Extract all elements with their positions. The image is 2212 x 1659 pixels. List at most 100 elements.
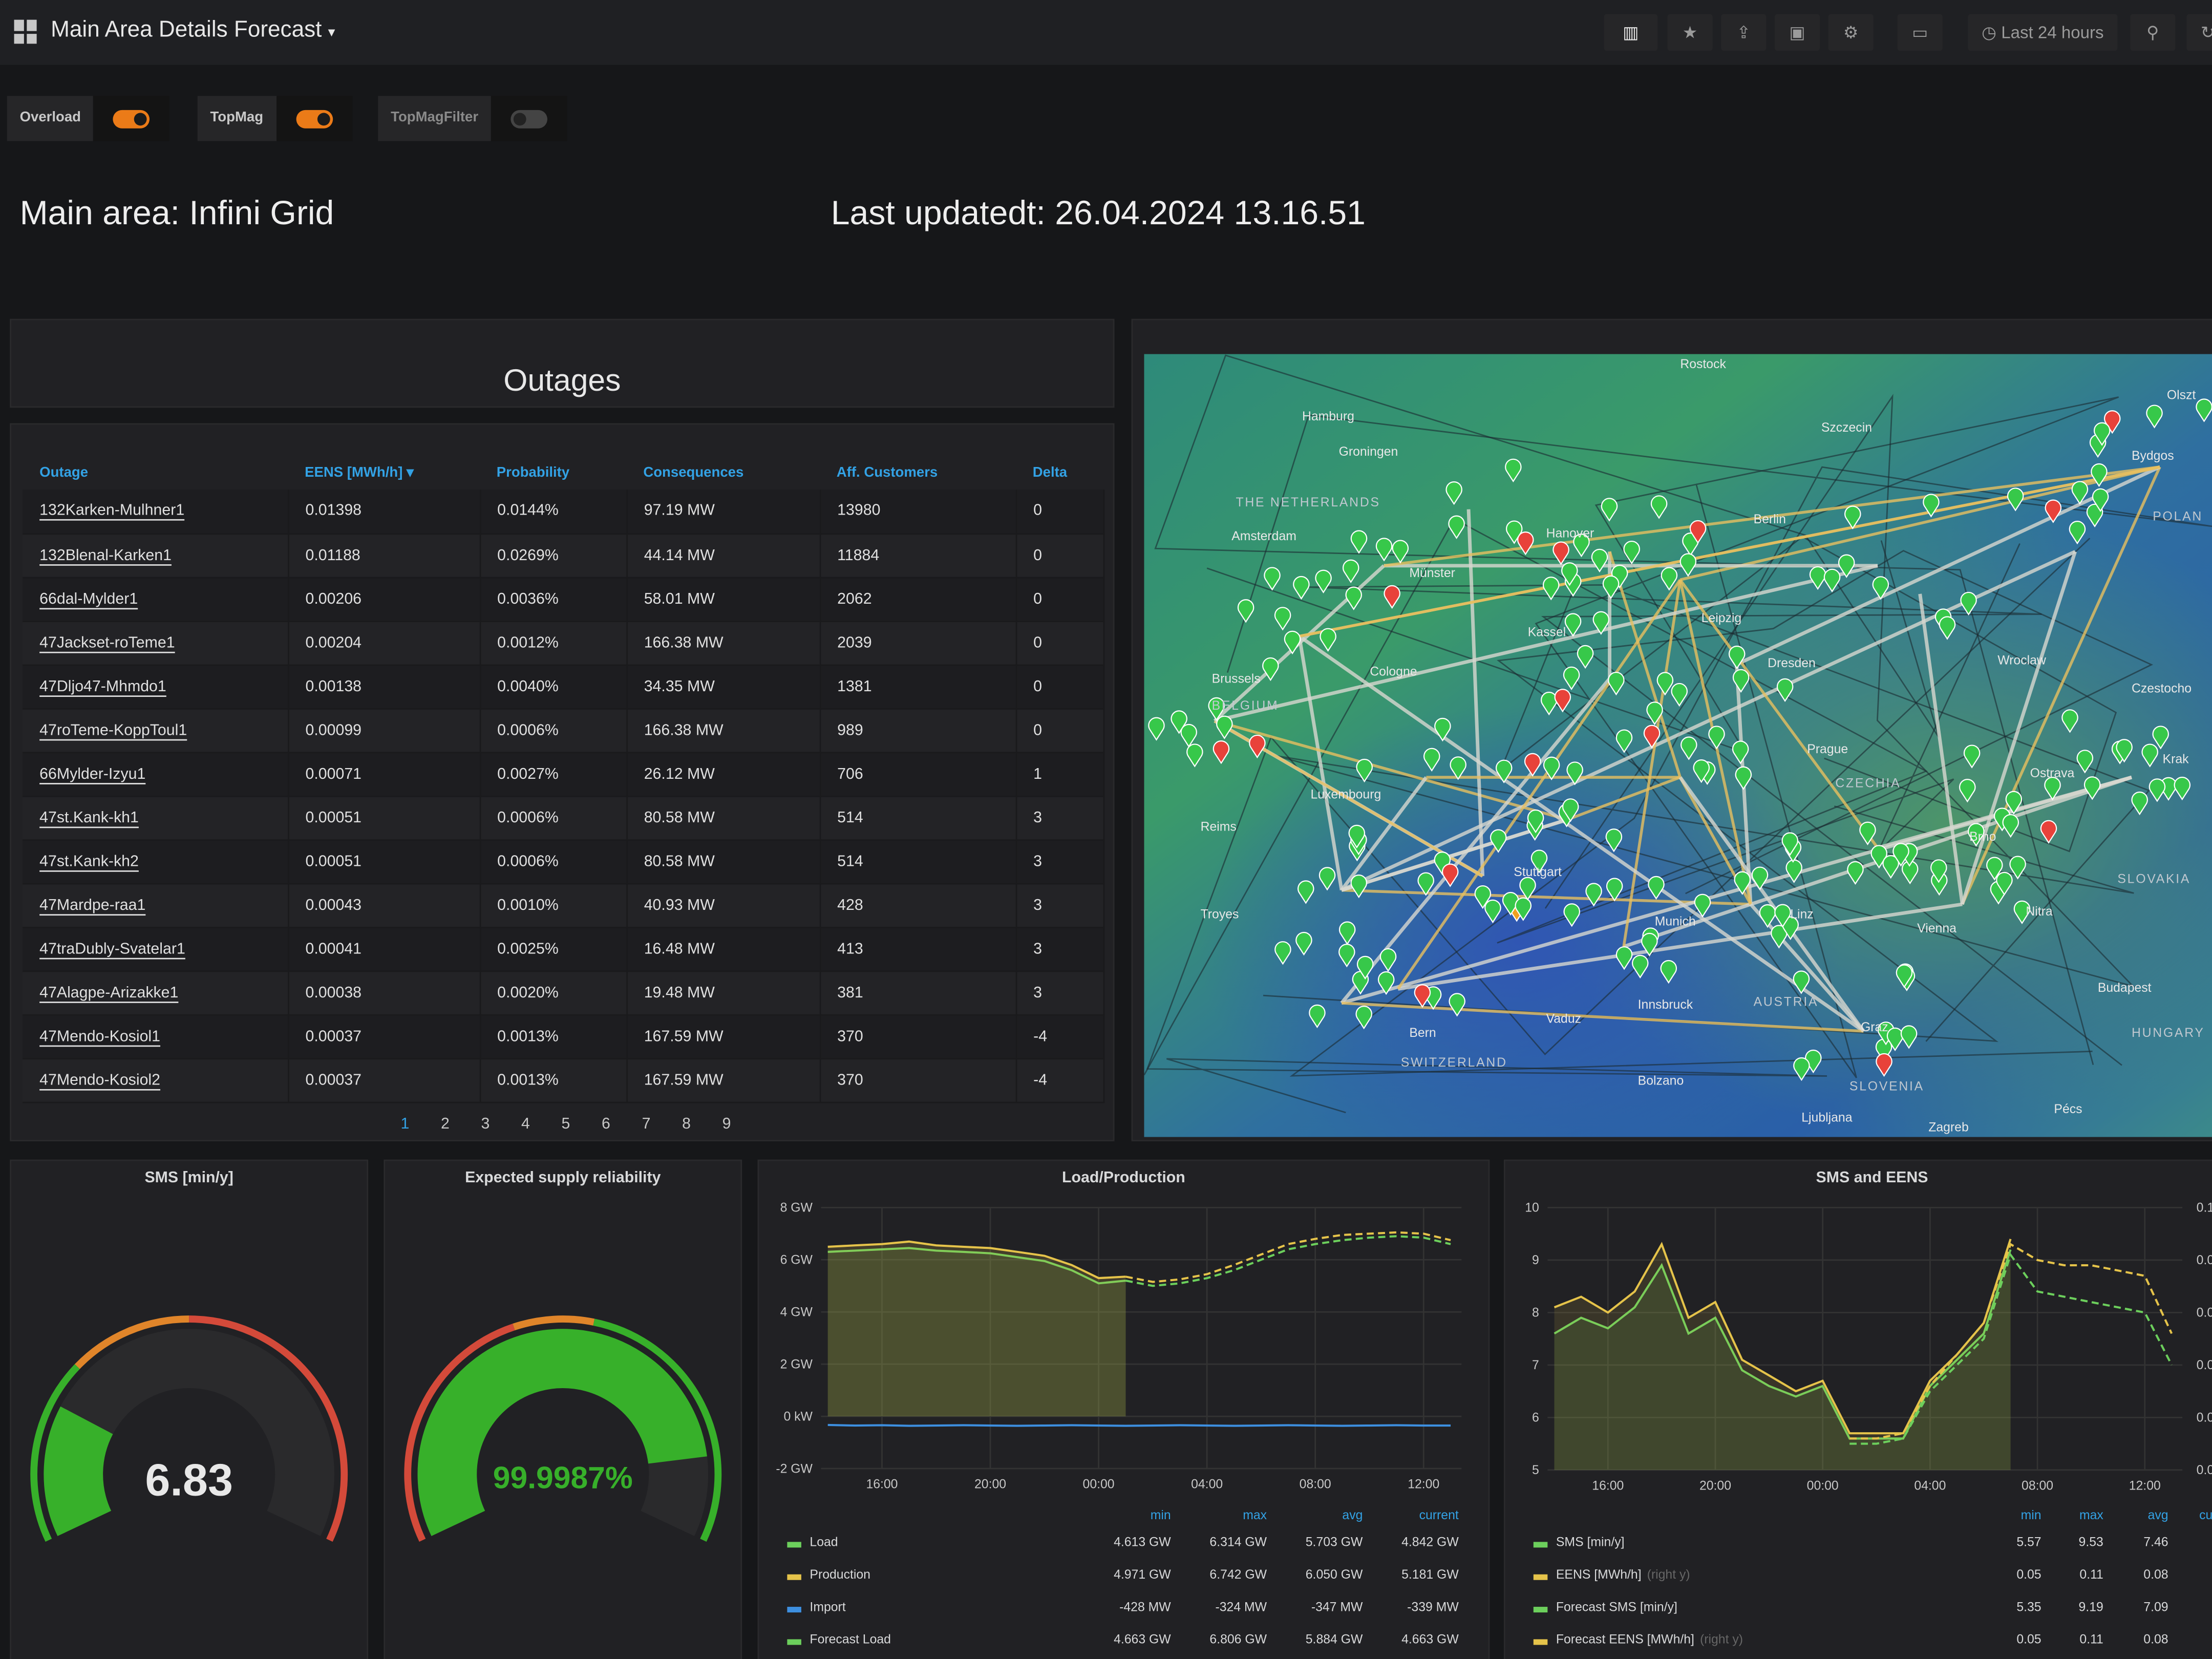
column-header[interactable]: Probability [496,465,570,481]
dashboard-title[interactable]: Main Area Details Forecast ▾ [51,18,335,44]
substation-marker[interactable] [1295,932,1312,956]
substation-marker[interactable] [1602,575,1620,600]
page-link[interactable]: 9 [722,1116,731,1133]
page-link[interactable]: 2 [440,1116,450,1133]
alert-marker[interactable] [2103,410,2121,434]
substation-marker[interactable] [1968,823,1985,847]
substation-marker[interactable] [1847,861,1864,885]
substation-marker[interactable] [2091,463,2108,487]
star-button[interactable]: ★ [1667,14,1713,51]
substation-marker[interactable] [1623,541,1640,565]
substation-marker[interactable] [1171,710,1187,734]
substation-marker[interactable] [1882,855,1899,879]
alert-marker[interactable] [1414,984,1431,1008]
substation-marker[interactable] [1237,599,1254,623]
substation-marker[interactable] [1732,740,1749,764]
substation-marker[interactable] [1615,729,1633,753]
substation-marker[interactable] [1320,628,1336,652]
legend-column-header[interactable]: min [1150,1508,1171,1522]
substation-marker[interactable] [1490,829,1507,853]
substation-marker[interactable] [1350,875,1368,899]
substation-marker[interactable] [2061,709,2078,733]
substation-marker[interactable] [1631,954,1649,979]
substation-marker[interactable] [2007,487,2024,512]
substation-marker[interactable] [1776,678,1794,703]
substation-marker[interactable] [2069,521,2086,545]
substation-marker[interactable] [1963,745,1981,769]
substation-marker[interactable] [2009,856,2026,880]
outage-link[interactable]: 47Dljo47-Mhmdo1 [39,677,166,695]
substation-marker[interactable] [1656,672,1674,696]
substation-marker[interactable] [1660,960,1677,984]
grid-icon[interactable] [14,19,38,44]
alert-marker[interactable] [1552,541,1569,565]
substation-marker[interactable] [1661,567,1678,591]
substation-marker[interactable] [1734,871,1751,895]
substation-marker[interactable] [2013,900,2031,924]
legend-row[interactable]: SMS [min/y]5.579.537.465.57 [1522,1535,2212,1561]
load-production-chart[interactable]: 8 GW 6 GW 4 GW 2 GW 0 kW -2 GW 16:00 20:00 00:00… [759,1161,1488,1499]
substation-marker[interactable] [1693,759,1710,783]
page-link[interactable]: 6 [602,1116,610,1133]
substation-marker[interactable] [2174,776,2191,801]
substation-marker[interactable] [2002,814,2019,838]
substation-marker[interactable] [2196,398,2212,422]
substation-marker[interactable] [1573,534,1590,558]
substation-marker[interactable] [2092,488,2109,512]
substation-marker[interactable] [1293,576,1310,600]
substation-marker[interactable] [1356,758,1373,783]
alert-marker[interactable] [1554,689,1571,713]
substation-marker[interactable] [2149,778,2166,802]
substation-marker[interactable] [1923,494,1940,518]
substation-marker[interactable] [1771,925,1788,949]
substation-marker[interactable] [1264,567,1281,591]
column-header[interactable]: EENS [MWh/h] ▾ [305,465,414,481]
substation-marker[interactable] [1208,697,1225,721]
substation-marker[interactable] [1474,885,1492,909]
substation-marker[interactable] [1605,828,1623,853]
substation-marker[interactable] [1930,859,1947,883]
substation-marker[interactable] [1180,724,1197,748]
substation-marker[interactable] [1530,849,1548,874]
outage-link[interactable]: 66Mylder-Izyu1 [39,765,146,782]
substation-marker[interactable] [1284,630,1301,655]
alert-marker[interactable] [1643,725,1661,749]
substation-marker[interactable] [1646,701,1663,726]
column-header[interactable]: Consequences [643,465,744,481]
substation-marker[interactable] [1350,530,1368,554]
substation-marker[interactable] [1648,876,1665,900]
page-link[interactable]: 5 [561,1116,570,1133]
alert-marker[interactable] [2045,499,2062,523]
substation-marker[interactable] [1505,458,1522,483]
substation-marker[interactable] [2083,776,2101,800]
substation-marker[interactable] [1348,824,1366,849]
legend-column-header[interactable]: max [1243,1508,1267,1522]
substation-marker[interactable] [1781,832,1799,856]
substation-marker[interactable] [1561,562,1578,586]
substation-marker[interactable] [1434,852,1451,876]
toggle-switch[interactable] [491,96,567,141]
substation-marker[interactable] [1515,897,1532,921]
substation-marker[interactable] [1562,798,1579,822]
substation-marker[interactable] [2076,750,2094,774]
substation-marker[interactable] [1601,498,1618,522]
substation-marker[interactable] [1793,970,1810,994]
substation-marker[interactable] [1870,845,1887,869]
alert-marker[interactable] [1876,1053,1892,1077]
legend-row[interactable]: Production 4.971 GW 6.742 GW 6.050 GW 5.181 … [776,1567,1461,1593]
substation-marker[interactable] [1564,613,1582,637]
substation-marker[interactable] [2044,777,2061,801]
alert-marker[interactable] [1249,734,1266,759]
substation-marker[interactable] [1563,903,1580,927]
legend-column-header[interactable]: current [2199,1508,2212,1522]
outage-link[interactable]: 47Mendo-Kosiol1 [39,1028,161,1045]
substation-marker[interactable] [2146,405,2163,429]
column-header[interactable]: Outage [39,465,89,481]
page-link[interactable]: 1 [400,1116,410,1133]
substation-marker[interactable] [1563,666,1580,691]
substation-marker[interactable] [1735,766,1752,790]
alert-marker[interactable] [2040,820,2057,844]
substation-marker[interactable] [1543,756,1560,780]
outage-link[interactable]: 47st.Kank-kh1 [39,809,139,826]
legend-column-header[interactable]: avg [2147,1508,2168,1522]
